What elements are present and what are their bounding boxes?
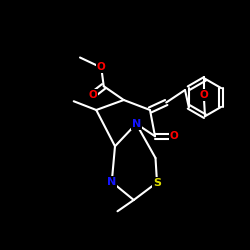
Text: O: O: [200, 90, 208, 100]
Text: N: N: [132, 119, 141, 129]
Text: S: S: [153, 178, 161, 188]
Text: O: O: [88, 90, 97, 100]
Text: O: O: [97, 62, 106, 72]
Text: N: N: [107, 177, 117, 187]
Text: O: O: [170, 131, 178, 141]
